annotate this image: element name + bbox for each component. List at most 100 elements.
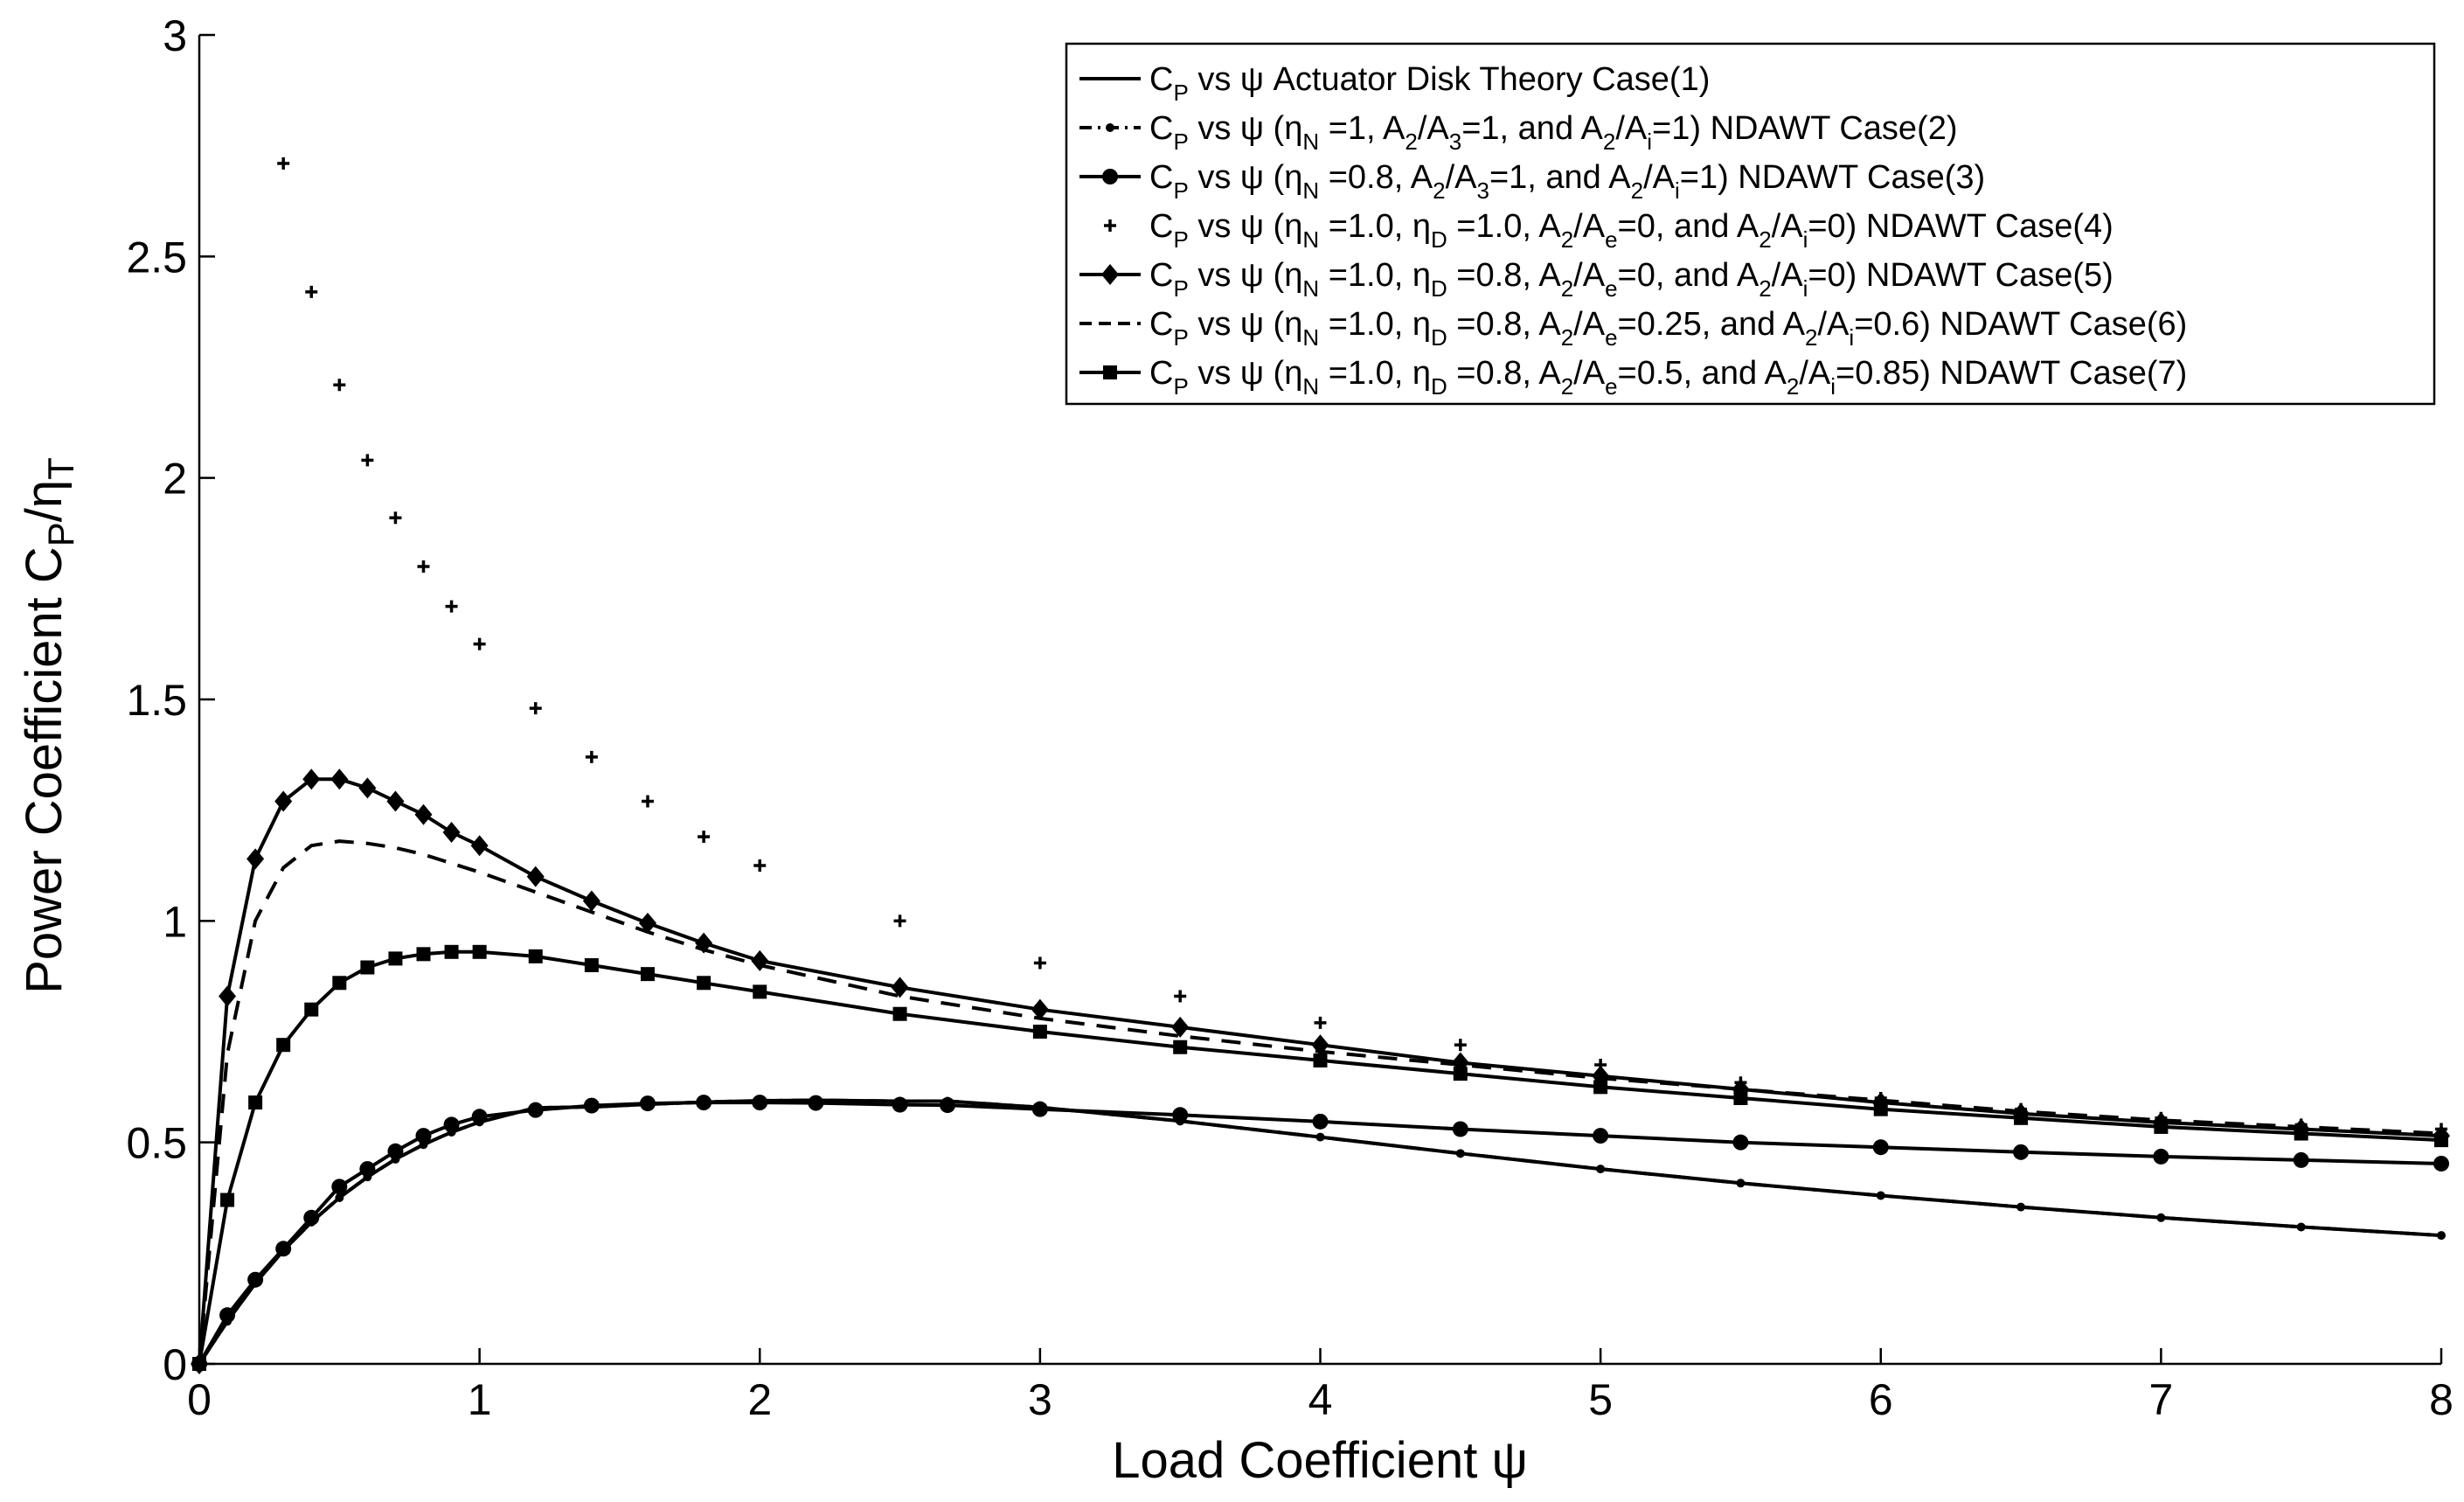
legend-label-part: P <box>1173 177 1188 204</box>
data-point-plus <box>1033 956 1046 970</box>
data-point-plus <box>893 914 906 928</box>
legend-label-part: C <box>1149 306 1173 343</box>
x-tick-label: 5 <box>1588 1375 1613 1424</box>
legend-label-part: 2 <box>1759 275 1771 302</box>
legend-label-part: D <box>1431 275 1447 302</box>
data-point-dot <box>1455 1149 1465 1158</box>
x-tick-label: 8 <box>2429 1375 2454 1424</box>
data-point-plus <box>529 702 542 715</box>
legend-entry: CP vs ψ (ηN =1.0, ηD =1.0, A2/Ae=0, and … <box>1104 208 2113 253</box>
data-point-plus <box>305 285 318 298</box>
data-point-circle <box>331 1179 348 1195</box>
data-point-diamond <box>1101 264 1119 285</box>
data-point-square <box>1733 1091 1748 1105</box>
data-point-circle <box>1872 1139 1889 1156</box>
data-point-dot <box>1736 1179 1746 1188</box>
data-point-plus <box>445 600 458 613</box>
legend-label-part: P <box>1173 373 1188 400</box>
legend-label-part: e <box>1605 226 1617 253</box>
y-tick-label: 1.5 <box>126 676 187 725</box>
legend-box <box>1065 42 2436 406</box>
y-axis-label-sub2: T <box>40 457 81 480</box>
legend-label-part: i <box>1803 275 1808 302</box>
legend-label-part: 2 <box>1787 373 1799 400</box>
data-point-square <box>2294 1126 2308 1141</box>
legend-label-part: =1.0, η <box>1319 257 1431 294</box>
legend-entry: CP vs ψ (ηN =1.0, ηD =0.8, A2/Ae=0, and … <box>1079 257 2113 302</box>
legend-label-part: 2 <box>1561 373 1573 400</box>
legend-label-part: =1.0, η <box>1319 208 1431 245</box>
data-point-square <box>892 1006 907 1021</box>
data-point-circle <box>1172 1107 1189 1123</box>
legend-label-part: =1, and A <box>1489 159 1631 196</box>
data-point-dot <box>2016 1202 2026 1212</box>
legend-label: CP vs ψ Actuator Disk Theory Case(1) <box>1149 61 1710 106</box>
data-point-plus <box>1104 219 1116 232</box>
data-point-circle <box>1312 1113 1329 1130</box>
x-tick-label: 1 <box>468 1375 492 1424</box>
data-point-diamond <box>639 912 656 934</box>
legend-label-part: =1, and A <box>1461 110 1603 147</box>
data-point-diamond <box>1171 1016 1190 1038</box>
data-point-square <box>584 958 599 972</box>
legend-label-part: /A <box>1573 257 1606 294</box>
legend-label-part: vs ψ (η <box>1189 306 1303 343</box>
legend-label-part: P <box>1173 226 1188 253</box>
data-point-square <box>1313 1053 1328 1067</box>
data-point-circle <box>219 1307 236 1324</box>
data-point-dot <box>2156 1213 2166 1222</box>
data-point-plus <box>1314 1016 1327 1029</box>
series-line <box>198 839 2442 1365</box>
legend-label-part: P <box>1173 80 1188 106</box>
data-point-square <box>753 984 767 999</box>
data-point-plus <box>277 156 290 170</box>
legend-label-part: vs ψ (η <box>1189 110 1303 147</box>
legend-label-part: /A <box>1818 306 1850 343</box>
legend-label-part: /A <box>1573 355 1606 392</box>
data-point-plus <box>585 750 598 763</box>
data-point-circle <box>2433 1155 2449 1172</box>
legend-label-part: 2 <box>1405 129 1417 155</box>
legend-label-part: C <box>1149 159 1173 196</box>
legend-label-part: =0.6) NDAWT Case(6) <box>1854 306 2187 343</box>
legend-label-part: /A <box>1446 159 1478 196</box>
legend-label-part: 2 <box>1561 275 1573 302</box>
legend-label-part: vs ψ (η <box>1189 257 1303 294</box>
data-point-circle <box>303 1209 320 1226</box>
data-point-square <box>641 967 655 982</box>
y-axis-label-slash: /η <box>16 480 73 522</box>
legend-entry: CP vs ψ (ηN =1.0, ηD =0.8, A2/Ae=0.5, an… <box>1079 355 2187 400</box>
data-point-circle <box>892 1096 908 1113</box>
data-point-dot <box>335 1193 344 1202</box>
legend-label-part: /A <box>1573 208 1606 245</box>
legend-label-part: N <box>1302 324 1319 351</box>
legend-label-part: vs ψ Actuator Disk Theory Case(1) <box>1189 61 1711 98</box>
legend-label-part: N <box>1302 226 1319 253</box>
legend-label: CP vs ψ (ηN =1.0, ηD =0.8, A2/Ae=0, and … <box>1149 257 2113 302</box>
legend-label-part: 3 <box>1449 129 1461 155</box>
legend-label-part: D <box>1431 373 1447 400</box>
x-tick-label: 3 <box>1028 1375 1052 1424</box>
y-tick-label: 2 <box>163 455 187 504</box>
data-point-square <box>276 1038 291 1053</box>
data-point-dot <box>1315 1132 1325 1142</box>
y-axis-label-main: Power Coefficient C <box>16 546 73 994</box>
legend-label-part: 3 <box>1476 177 1489 204</box>
legend-label-part: /A <box>1615 110 1648 147</box>
legend-label-part: D <box>1431 226 1447 253</box>
legend-label-part: P <box>1173 129 1188 155</box>
data-point-circle <box>752 1095 768 1111</box>
legend-label: CP vs ψ (ηN =1.0, ηD =0.8, A2/Ae=0.5, an… <box>1149 355 2187 400</box>
data-point-circle <box>275 1241 292 1257</box>
legend-label-part: vs ψ (η <box>1189 159 1303 196</box>
series-line <box>198 777 2442 1365</box>
legend-label-part: N <box>1302 177 1319 204</box>
data-point-circle <box>387 1143 404 1159</box>
legend-label-part: C <box>1149 110 1173 147</box>
axes: 0 1 2 3 4 5 6 7 800.511.522.53 <box>126 11 2453 1424</box>
legend-label-part: =0.8, A <box>1447 306 1562 343</box>
data-point-plus <box>473 637 486 650</box>
data-point-circle <box>1593 1128 1609 1144</box>
legend-label-part: =1) NDAWT Case(2) <box>1652 110 1957 147</box>
data-point-circle <box>527 1102 544 1118</box>
